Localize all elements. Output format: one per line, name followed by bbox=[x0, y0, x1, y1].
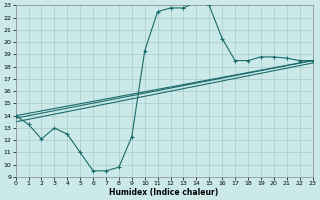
X-axis label: Humidex (Indice chaleur): Humidex (Indice chaleur) bbox=[109, 188, 219, 197]
